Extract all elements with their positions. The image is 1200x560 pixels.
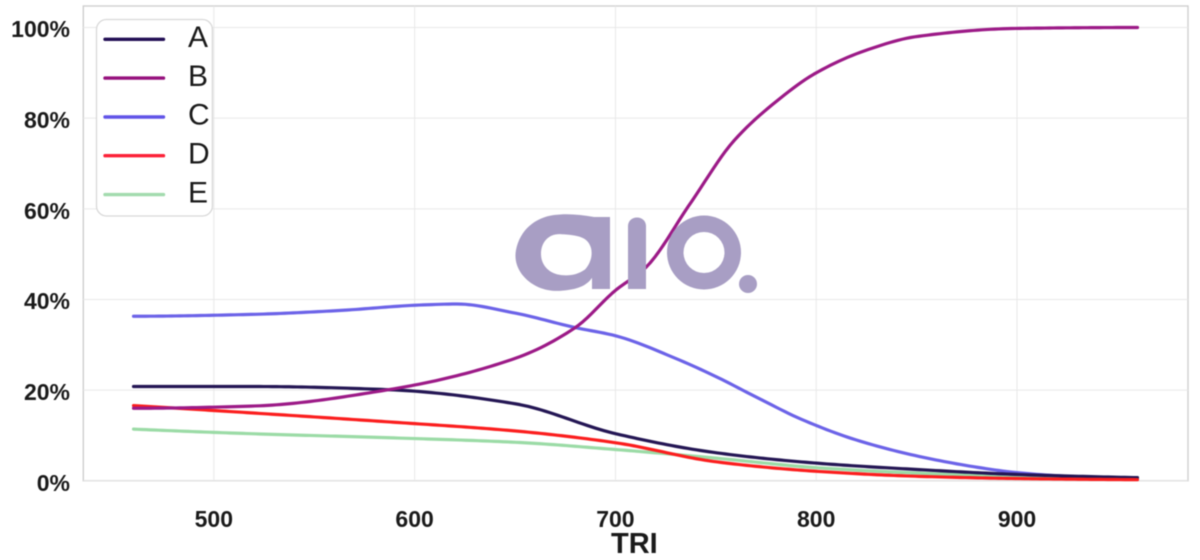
- svg-text:E: E: [188, 176, 208, 209]
- svg-text:B: B: [188, 60, 208, 93]
- svg-text:A: A: [188, 21, 208, 54]
- svg-text:D: D: [188, 138, 210, 171]
- svg-text:C: C: [188, 99, 210, 132]
